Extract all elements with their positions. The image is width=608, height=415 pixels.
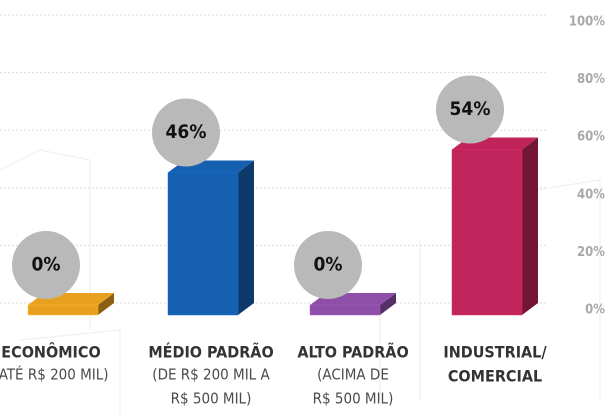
category-label: ECONÔMICO [1,343,100,362]
y-tick-label: 100% [569,15,605,30]
bar-front [167,172,239,316]
category-label: (ATÉ R$ 200 MIL) [0,365,109,384]
bar-side [238,160,254,315]
bar [27,293,114,316]
bar-side [380,293,396,315]
bar-front [27,304,99,316]
category-label: ALTO PADRÃO [297,343,408,362]
category-label: (DE R$ 200 MIL A [152,366,270,384]
bar-side [98,293,114,315]
y-tick-label: 60% [577,130,605,145]
bar-front [451,149,523,316]
value-bubble [152,98,220,167]
bar-side [522,137,538,315]
value-label: 46% [166,121,207,143]
bar-front [309,304,381,316]
category-label: INDUSTRIAL/ [443,343,547,362]
category-label: R$ 500 MIL) [313,390,394,408]
category-label: (ACIMA DE [317,366,389,384]
y-tick-label: 20% [577,245,605,260]
value-label: 54% [450,98,491,120]
value-bubble [436,75,504,144]
category-label: R$ 500 MIL) [171,390,252,408]
y-tick-label: 40% [577,187,605,202]
value-bubble [294,231,362,299]
value-label: 0% [31,254,60,276]
y-tick-label: 0% [585,303,605,318]
category-label: MÉDIO PADRÃO [148,343,273,362]
category-label: COMERCIAL [448,367,542,386]
value-label: 0% [313,254,342,276]
background-sketch [0,149,601,415]
y-tick-label: 80% [577,72,605,87]
value-bubble [12,231,80,299]
bar [451,137,538,316]
bar [167,160,254,316]
